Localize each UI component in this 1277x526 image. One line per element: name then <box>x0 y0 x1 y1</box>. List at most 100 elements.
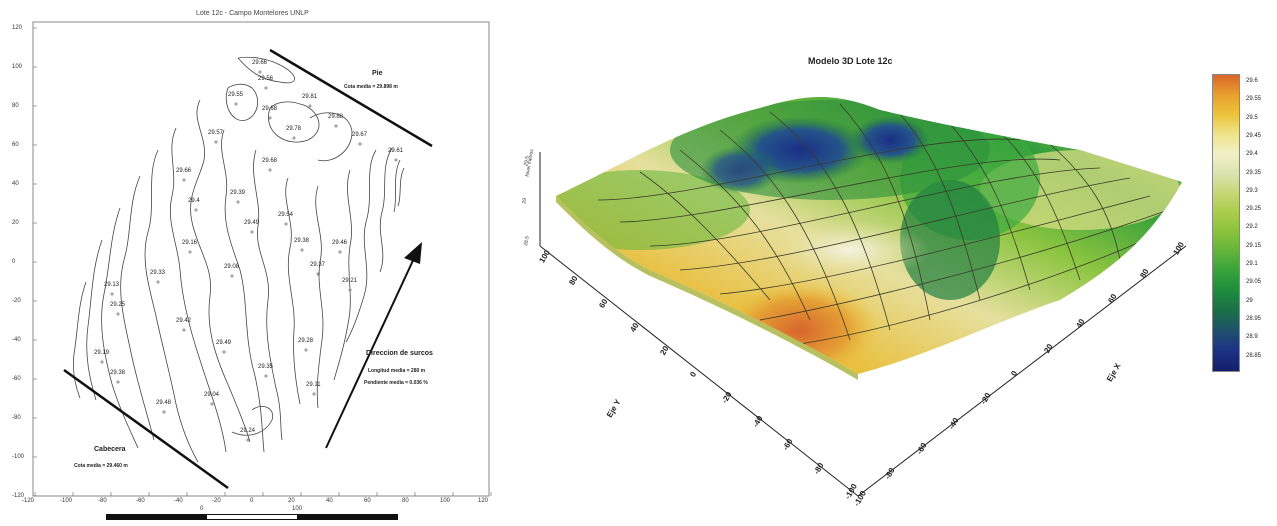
map-y-tick: 0 <box>12 259 16 265</box>
pie-label: Pie <box>372 70 383 77</box>
spot-value: 29.24 <box>240 428 256 434</box>
map-y-tick: 20 <box>12 220 19 226</box>
axes-3d <box>539 152 1187 497</box>
map-x-tick: -40 <box>174 498 183 504</box>
colorbar-tick-label: 28.85 <box>1246 352 1262 359</box>
spot-value: 29.66 <box>176 168 192 174</box>
spot-value: 29.11 <box>306 382 321 388</box>
map-y-tick: -20 <box>12 298 21 304</box>
spot-value: 29.55 <box>228 92 244 98</box>
map-y-tick: 100 <box>12 64 23 70</box>
spot-value: 29.61 <box>388 148 404 154</box>
map-x-tick: 60 <box>364 498 371 504</box>
colorbar-tick-label: 29.35 <box>1246 169 1262 176</box>
colorbar <box>1212 74 1240 372</box>
map-x-tick: 0 <box>250 498 254 504</box>
scale-bar-right <box>298 514 398 520</box>
direction-arrow <box>325 253 417 449</box>
spot-value: 29.67 <box>352 132 368 138</box>
spot-value: 29.38 <box>110 370 126 376</box>
contour-lines <box>73 56 405 463</box>
colorbar-tick-label: 29.45 <box>1246 132 1262 139</box>
map-frame <box>32 21 490 497</box>
surface-side-left <box>556 196 858 380</box>
model-3d-panel: Modelo 3D Lote 12c <box>500 0 1277 526</box>
cabecera-boundary-line <box>63 368 229 490</box>
map-y-tick: -100 <box>12 454 25 460</box>
map-x-tick: 100 <box>440 498 451 504</box>
surface-grid <box>597 103 1177 345</box>
spot-value: 29.38 <box>294 238 310 244</box>
map-y-tick: -60 <box>12 376 21 382</box>
spot-value: 29.68 <box>262 106 278 112</box>
spot-value: 29.33 <box>150 270 166 276</box>
surface-3d <box>539 96 1187 497</box>
map-x-tick: -100 <box>60 498 73 504</box>
model-title: Modelo 3D Lote 12c <box>808 56 893 66</box>
colorbar-tick-label: 29.05 <box>1246 279 1262 286</box>
colorbar-tick-label: 29.55 <box>1246 96 1262 103</box>
map-y-tick: -80 <box>12 415 21 421</box>
spot-value: 29.57 <box>208 130 224 136</box>
contour-map-panel: 29.66 29.56 29.81 29.88 29.67 29.61 29.55 29.78… <box>0 0 500 526</box>
colorbar-tick-label: 29.1 <box>1246 261 1258 267</box>
longitud-text: Longitud media = 280 m <box>368 368 426 374</box>
spot-value: 29.4 <box>188 198 200 204</box>
spot-value: 29.54 <box>278 212 294 218</box>
spot-value: 29.56 <box>258 76 274 82</box>
colorbar-tick-label: 29.2 <box>1246 224 1258 231</box>
map-y-tick: 120 <box>12 25 23 31</box>
spot-value: 29.08 <box>224 264 240 270</box>
map-y-tick: 80 <box>12 103 19 109</box>
map-x-tick: 120 <box>478 498 489 504</box>
map-x-tick: -60 <box>136 498 145 504</box>
map-x-tick: -120 <box>22 498 35 504</box>
spot-value: 29.25 <box>110 302 126 308</box>
map-x-tick: 40 <box>326 498 333 504</box>
pie-cota: Cota media = 29.898 m <box>344 84 398 90</box>
map-x-tick: 80 <box>402 498 409 504</box>
cabecera-label: Cabecera <box>94 446 126 453</box>
direccion-label: Direccion de surcos <box>366 350 433 357</box>
spot-value: 29.78 <box>286 126 302 132</box>
scale-bar-left <box>106 514 206 520</box>
cabecera-cota: Cota media = 29.460 m <box>74 463 128 469</box>
map-y-tick: -120 <box>12 493 25 499</box>
spot-value: 29.21 <box>342 278 358 284</box>
map-x-tick: -80 <box>98 498 107 504</box>
colorbar-tick-label: 28.95 <box>1246 315 1262 322</box>
colorbar-tick-label: 29.25 <box>1246 206 1262 213</box>
pie-boundary-line <box>269 48 433 148</box>
spot-value: 29.28 <box>298 338 314 344</box>
spot-value: 29.88 <box>328 114 344 120</box>
spot-value: 29.04 <box>204 392 220 398</box>
map-x-tick: 20 <box>288 498 295 504</box>
spot-value: 29.16 <box>182 240 198 246</box>
map-y-tick: 60 <box>12 142 19 148</box>
spot-value: 29.42 <box>176 318 192 324</box>
spot-value: 29.19 <box>94 350 110 356</box>
spot-value: 29.13 <box>104 282 120 288</box>
z-tick-label: 29 <box>521 197 529 205</box>
spot-value: 29.68 <box>262 158 278 164</box>
map-title: Lote 12c - Campo Montelores UNLP <box>196 10 309 17</box>
colorbar-tick-label: 29.3 <box>1246 187 1258 194</box>
map-y-tick: -40 <box>12 337 21 343</box>
spot-value: 29.66 <box>252 60 268 66</box>
scale-label-100: 100 <box>292 506 303 512</box>
scale-label-0: 0 <box>200 506 204 512</box>
contour-map <box>32 21 492 497</box>
spot-value: 29.49 <box>244 220 260 226</box>
colorbar-tick-label: 29.6 <box>1246 78 1258 84</box>
colorbar-tick-label: 29.15 <box>1246 242 1262 249</box>
pendiente-text: Pendiente media = 0.036 % <box>364 380 428 386</box>
spot-value: 29.48 <box>156 400 172 406</box>
spot-value: 29.37 <box>310 262 326 268</box>
colorbar-tick-label: 29 <box>1246 297 1253 304</box>
direction-arrowhead <box>404 242 422 264</box>
colorbar-tick-label: 29.5 <box>1246 114 1258 121</box>
spot-value: 29.81 <box>302 94 318 100</box>
spot-value: 29.49 <box>216 340 232 346</box>
map-y-tick: 40 <box>12 181 19 187</box>
colorbar-tick-label: 29.4 <box>1246 151 1258 158</box>
